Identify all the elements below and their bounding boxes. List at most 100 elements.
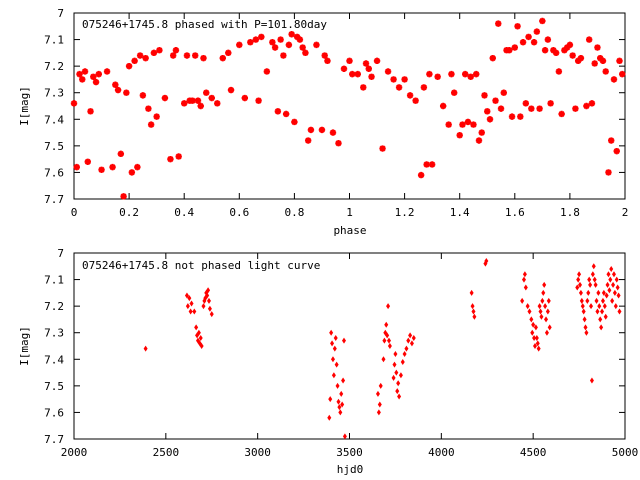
- data-point: [597, 54, 604, 62]
- data-point: [599, 57, 607, 65]
- data-point: [522, 100, 530, 107]
- data-point: [296, 36, 304, 43]
- data-point: [131, 57, 138, 65]
- data-point: [247, 39, 254, 46]
- data-point: [445, 121, 452, 128]
- data-point: [109, 163, 116, 171]
- data-point: [539, 313, 544, 320]
- y-axis-label: I[mag]: [18, 86, 31, 126]
- data-point: [192, 308, 197, 315]
- data-point: [575, 284, 580, 291]
- data-point: [76, 70, 83, 78]
- data-point: [616, 292, 621, 299]
- data-point: [547, 324, 552, 331]
- data-point: [484, 108, 491, 115]
- data-point: [334, 361, 339, 368]
- data-point: [324, 57, 331, 65]
- data-point: [302, 49, 309, 57]
- data-point: [206, 297, 211, 304]
- data-point: [340, 65, 348, 72]
- data-point: [395, 84, 403, 91]
- data-point: [117, 150, 125, 158]
- data-point: [293, 33, 301, 41]
- data-point: [538, 308, 543, 315]
- data-point: [597, 303, 602, 310]
- data-point: [467, 73, 474, 80]
- data-point: [601, 289, 606, 296]
- data-point: [544, 36, 552, 43]
- data-point: [394, 369, 399, 376]
- data-point: [481, 92, 488, 99]
- data-point: [591, 60, 598, 67]
- data-point: [373, 57, 381, 65]
- data-point: [282, 110, 290, 118]
- axis-ticks: 0 0.2 0.4 0.6 0.8 1 1.2 1.4 1.6 1.8 2 7 7.1 7.2 7.3 7.4…: [44, 7, 628, 219]
- x-tick-label: 4000: [428, 446, 455, 459]
- data-point: [156, 47, 163, 54]
- data-point: [605, 281, 610, 288]
- data-point: [520, 297, 525, 304]
- data-point: [349, 70, 356, 78]
- data-point: [368, 73, 375, 80]
- data-point: [393, 350, 398, 357]
- y-tick-label: 7.4: [44, 353, 64, 366]
- data-point: [274, 108, 282, 115]
- data-point: [332, 345, 337, 352]
- data-point: [205, 292, 210, 299]
- data-point: [572, 105, 579, 112]
- data-point: [561, 47, 568, 54]
- data-point: [321, 52, 328, 59]
- data-point: [605, 169, 612, 176]
- data-point: [73, 163, 80, 171]
- data-point: [194, 324, 199, 331]
- data-point: [339, 390, 344, 397]
- data-point: [552, 49, 560, 57]
- data-point: [269, 39, 276, 46]
- data-point: [161, 94, 169, 102]
- data-point: [602, 68, 609, 75]
- data-point: [185, 303, 190, 310]
- data-point: [384, 321, 389, 328]
- data-point: [610, 297, 615, 304]
- data-point: [533, 343, 538, 349]
- data-point: [134, 163, 141, 171]
- unphased-light-curve-panel: 075246+1745.8 not phased light curve hjd…: [18, 247, 638, 476]
- data-point: [390, 76, 397, 83]
- data-point: [70, 100, 78, 107]
- data-point: [398, 372, 403, 379]
- data-point: [586, 289, 591, 296]
- y-tick-label: 7.5: [44, 380, 64, 393]
- data-point: [329, 329, 334, 336]
- data-point: [578, 281, 583, 288]
- data-point: [497, 105, 505, 112]
- data-point: [583, 102, 590, 110]
- data-point: [566, 41, 574, 49]
- plot-title: 075246+1745.8 not phased light curve: [82, 259, 320, 272]
- data-point: [333, 335, 338, 342]
- data-point: [593, 281, 598, 288]
- data-point: [613, 147, 620, 155]
- data-point: [606, 271, 611, 278]
- data-point: [365, 65, 372, 72]
- data-point: [81, 68, 89, 75]
- data-point: [341, 337, 346, 344]
- data-point: [506, 47, 513, 54]
- data-point: [428, 161, 436, 168]
- data-point: [189, 97, 196, 104]
- data-point: [423, 161, 430, 168]
- data-point: [125, 62, 133, 70]
- data-point: [406, 92, 414, 99]
- x-axis-label: phase: [333, 224, 366, 237]
- data-point: [330, 340, 335, 347]
- data-point: [291, 118, 298, 126]
- data-point: [576, 276, 581, 283]
- data-point: [603, 313, 608, 320]
- data-point: [592, 276, 597, 283]
- data-point: [610, 76, 618, 83]
- data-point: [208, 94, 215, 102]
- phased-light-curve-panel: 075246+1745.8 phased with P=101.80day ph…: [18, 7, 628, 237]
- data-point: [128, 169, 136, 176]
- data-point: [478, 129, 485, 136]
- data-point: [255, 97, 262, 104]
- plot-title: 075246+1745.8 phased with P=101.80day: [82, 18, 327, 31]
